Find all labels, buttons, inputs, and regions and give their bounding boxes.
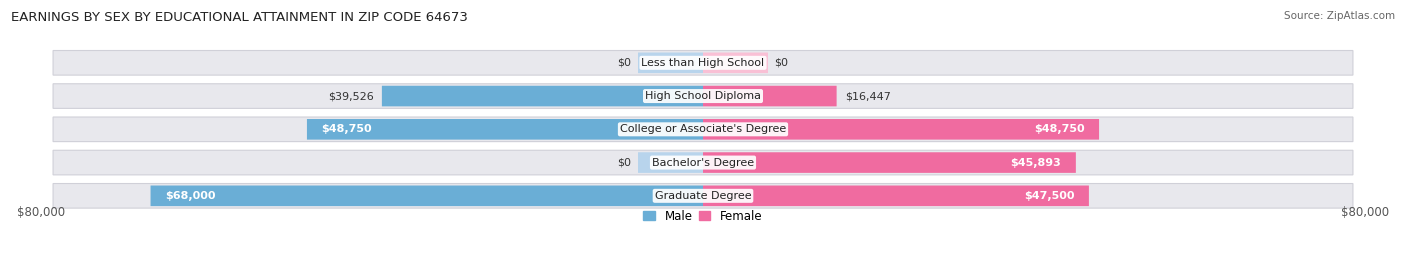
FancyBboxPatch shape: [703, 185, 1088, 206]
FancyBboxPatch shape: [703, 53, 768, 73]
FancyBboxPatch shape: [703, 152, 1076, 173]
Text: EARNINGS BY SEX BY EDUCATIONAL ATTAINMENT IN ZIP CODE 64673: EARNINGS BY SEX BY EDUCATIONAL ATTAINMEN…: [11, 11, 468, 24]
Text: Source: ZipAtlas.com: Source: ZipAtlas.com: [1284, 11, 1395, 21]
FancyBboxPatch shape: [382, 86, 703, 106]
Text: $45,893: $45,893: [1011, 158, 1062, 168]
Text: College or Associate's Degree: College or Associate's Degree: [620, 124, 786, 134]
Legend: Male, Female: Male, Female: [644, 210, 762, 223]
Text: $68,000: $68,000: [165, 191, 215, 201]
Text: Graduate Degree: Graduate Degree: [655, 191, 751, 201]
FancyBboxPatch shape: [53, 184, 1353, 208]
FancyBboxPatch shape: [703, 119, 1099, 140]
FancyBboxPatch shape: [53, 84, 1353, 108]
Text: $0: $0: [617, 158, 631, 168]
FancyBboxPatch shape: [150, 185, 703, 206]
FancyBboxPatch shape: [53, 117, 1353, 142]
Text: $48,750: $48,750: [1033, 124, 1084, 134]
Text: Bachelor's Degree: Bachelor's Degree: [652, 158, 754, 168]
FancyBboxPatch shape: [638, 152, 703, 173]
Text: $47,500: $47,500: [1024, 191, 1074, 201]
FancyBboxPatch shape: [53, 150, 1353, 175]
Text: $80,000: $80,000: [17, 206, 66, 219]
Text: $80,000: $80,000: [1340, 206, 1389, 219]
Text: $48,750: $48,750: [322, 124, 373, 134]
Text: $39,526: $39,526: [328, 91, 374, 101]
FancyBboxPatch shape: [53, 50, 1353, 75]
Text: $0: $0: [617, 58, 631, 68]
Text: $16,447: $16,447: [845, 91, 890, 101]
FancyBboxPatch shape: [307, 119, 703, 140]
Text: Less than High School: Less than High School: [641, 58, 765, 68]
FancyBboxPatch shape: [703, 86, 837, 106]
Text: $0: $0: [775, 58, 789, 68]
FancyBboxPatch shape: [638, 53, 703, 73]
Text: High School Diploma: High School Diploma: [645, 91, 761, 101]
